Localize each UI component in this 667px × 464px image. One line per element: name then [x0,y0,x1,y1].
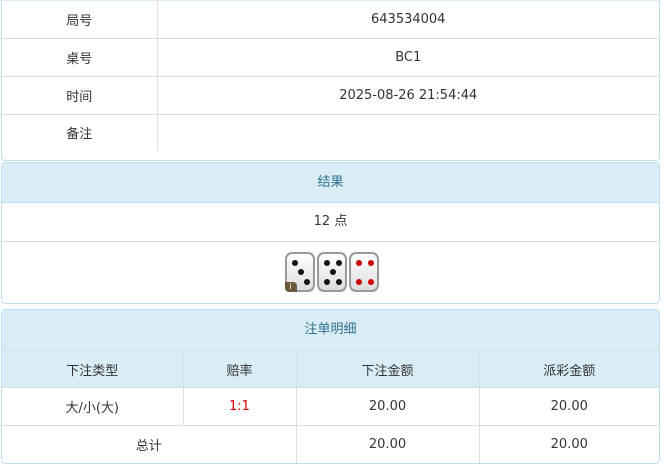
bet-table-header: 下注类型 赔率 下注金额 派彩金额 [2,350,659,388]
dice-row: i [2,242,659,302]
label: 桌号 [2,37,158,77]
info-row-table: 桌号 BC1 [2,37,659,77]
bet-detail-title: 注单明细 [2,310,659,350]
pip [303,279,310,285]
value [156,113,659,151]
total-amount: 20.00 [295,425,480,463]
info-row-note: 备注 [2,113,659,151]
info-row-time: 时间 2025-08-26 21:54:44 [2,75,659,115]
col-odds: 赔率 [182,350,297,388]
col-bet-type: 下注类型 [2,350,184,388]
die-face-5 [316,252,347,292]
info-row-round: 局号 643534004 [2,1,659,39]
label: 时间 [2,75,158,115]
pip [297,269,304,275]
payout: 20.00 [478,387,659,426]
pip [291,260,298,266]
bet-table: 下注类型 赔率 下注金额 派彩金额 大/小(大) 1:1 20.00 20.00… [2,350,659,463]
pip [355,279,362,285]
info-table: 局号 643534004 桌号 BC1 时间 2025-08-26 21:54:44 … [2,1,659,151]
pip [367,279,374,285]
pip [367,260,374,266]
pip [335,260,342,266]
pip [335,279,342,285]
result-points: 12 点 [2,203,659,242]
label: 局号 [2,1,158,39]
value: 2025-08-26 21:54:44 [156,75,659,115]
info-panel: 局号 643534004 桌号 BC1 时间 2025-08-26 21:54:44 … [1,0,660,161]
die-face-4 [348,252,379,292]
pip [355,260,362,266]
pip [323,279,330,285]
info-icon[interactable]: i [284,282,297,292]
total-label: 总计 [2,425,297,463]
value: BC1 [156,37,659,77]
total-payout: 20.00 [478,425,659,463]
result-panel: 结果 12 点 i [1,162,660,304]
bet-type: 大/小(大) [2,387,184,426]
col-payout: 派彩金额 [478,350,659,388]
result-title: 结果 [2,163,659,203]
total-row: 总计 20.00 20.00 [2,425,659,463]
pip [329,269,336,275]
bet-amount: 20.00 [295,387,480,426]
odds: 1:1 [182,387,297,426]
table-row: 大/小(大) 1:1 20.00 20.00 [2,387,659,426]
label: 备注 [2,113,158,151]
die-face-3: i [284,252,315,292]
bet-detail-panel: 注单明细 下注类型 赔率 下注金额 派彩金额 大/小(大) 1:1 20.00 … [1,309,660,464]
pip [323,260,330,266]
value: 643534004 [156,1,659,39]
col-bet-amount: 下注金额 [295,350,480,388]
